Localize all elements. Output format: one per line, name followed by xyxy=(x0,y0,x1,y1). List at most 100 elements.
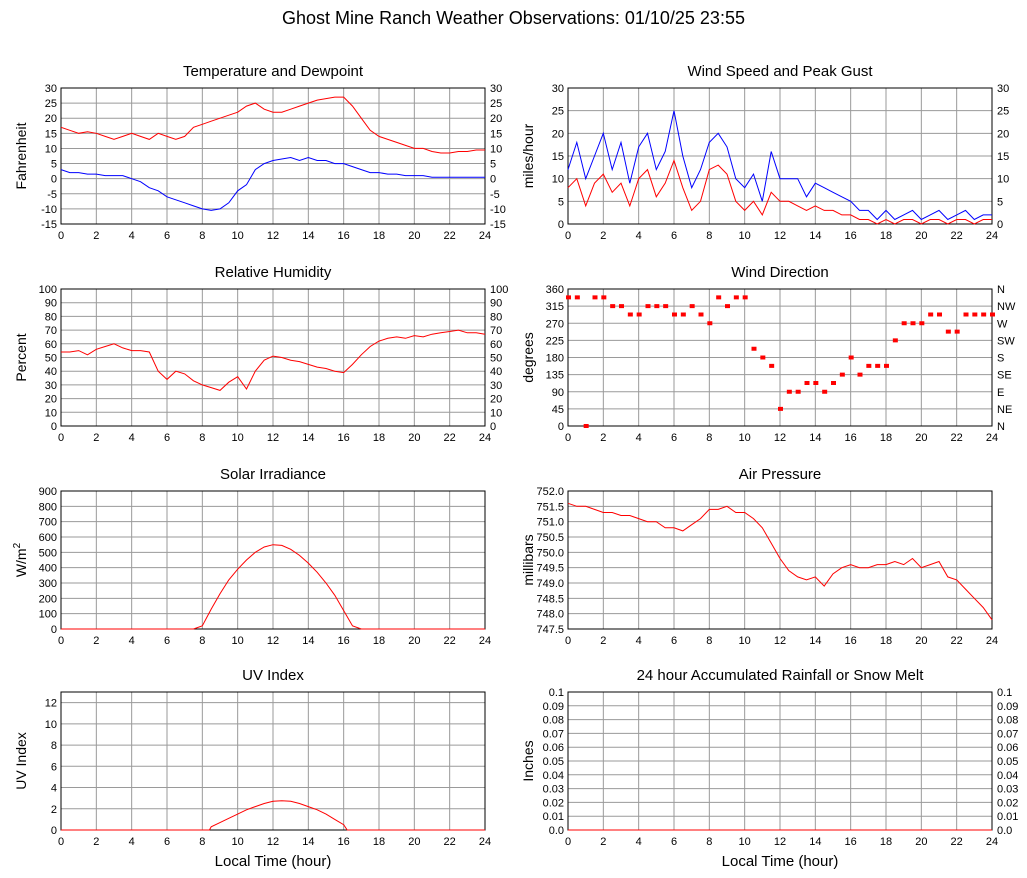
series-line-0 xyxy=(567,110,992,221)
x-axis-label: Local Time (hour) xyxy=(722,853,839,870)
x-tick-label: 6 xyxy=(164,836,170,848)
y-tick-label: 800 xyxy=(39,501,57,513)
y-tick-label-right: S xyxy=(997,353,1004,365)
y-axis-label: degrees xyxy=(520,332,536,383)
y-tick-label: 225 xyxy=(546,335,564,347)
data-point xyxy=(742,295,748,300)
x-tick-label: 12 xyxy=(267,836,279,848)
y-tick-label: 70 xyxy=(45,325,57,337)
data-point xyxy=(990,312,995,317)
y-tick-label: 0.06 xyxy=(543,742,564,754)
x-tick-label: 6 xyxy=(671,836,677,848)
y-tick-label-right: 90 xyxy=(490,298,502,310)
x-tick-label: 10 xyxy=(232,635,244,647)
x-tick-label: 8 xyxy=(706,432,712,444)
y-tick-label: 752.0 xyxy=(536,486,564,498)
y-tick-label: 0.09 xyxy=(543,701,564,713)
y-tick-label-right: SW xyxy=(997,335,1015,347)
data-point xyxy=(981,312,987,317)
y-tick-label-right: 40 xyxy=(490,366,502,378)
x-tick-label: 8 xyxy=(706,836,712,848)
x-tick-label: 0 xyxy=(565,432,571,444)
x-tick-label: 4 xyxy=(636,432,642,444)
chart-title: Temperature and Dewpoint xyxy=(183,63,364,80)
x-tick-label: 14 xyxy=(809,230,821,242)
x-tick-label: 0 xyxy=(565,635,571,647)
y-tick-label: 0.07 xyxy=(543,728,564,740)
y-tick-label: 15 xyxy=(552,151,564,163)
x-tick-label: 8 xyxy=(199,432,205,444)
y-tick-label: 100 xyxy=(39,609,57,621)
x-tick-label: 6 xyxy=(164,432,170,444)
data-point xyxy=(857,372,863,377)
y-tick-label-right: NE xyxy=(997,404,1012,416)
x-tick-label: 16 xyxy=(845,635,857,647)
chart-title: 24 hour Accumulated Rainfall or Snow Mel… xyxy=(637,667,925,684)
x-tick-label: 18 xyxy=(880,432,892,444)
x-tick-label: 16 xyxy=(338,635,350,647)
data-point xyxy=(804,380,810,385)
y-tick-label-right: 100 xyxy=(490,284,508,296)
x-tick-label: 0 xyxy=(565,230,571,242)
y-tick-label: 751.0 xyxy=(536,517,564,529)
x-tick-label: 2 xyxy=(600,230,606,242)
x-tick-label: 2 xyxy=(600,836,606,848)
data-point xyxy=(795,389,801,394)
y-tick-label: 0 xyxy=(51,421,57,433)
y-tick-label: 0 xyxy=(558,421,564,433)
data-point xyxy=(610,304,616,309)
x-tick-label: 6 xyxy=(671,635,677,647)
y-tick-label-right: 20 xyxy=(490,113,502,125)
y-tick-label-right: 60 xyxy=(490,339,502,351)
plot-frame xyxy=(567,87,993,225)
x-tick-label: 24 xyxy=(479,635,491,647)
x-tick-label: 6 xyxy=(671,230,677,242)
x-tick-label: 20 xyxy=(915,230,927,242)
data-point xyxy=(672,312,677,317)
y-tick-label: 0.02 xyxy=(543,797,564,809)
x-tick-label: 12 xyxy=(774,836,786,848)
x-tick-label: 6 xyxy=(164,230,170,242)
data-point xyxy=(875,363,881,368)
x-tick-label: 8 xyxy=(706,635,712,647)
x-tick-label: 2 xyxy=(600,635,606,647)
chart-title: Air Pressure xyxy=(739,466,822,483)
y-tick-label-right: 5 xyxy=(490,159,496,171)
y-tick-label: 0.04 xyxy=(543,770,564,782)
y-axis-label: Inches xyxy=(520,740,536,781)
y-tick-label-right: 0.06 xyxy=(997,742,1018,754)
x-tick-label: 0 xyxy=(565,836,571,848)
y-tick-label-right: 0 xyxy=(490,421,496,433)
data-point xyxy=(813,380,819,385)
x-tick-label: 18 xyxy=(880,230,892,242)
y-tick-label-right: 0.09 xyxy=(997,701,1018,713)
y-axis-label: Fahrenheit xyxy=(13,122,29,189)
y-tick-label: 180 xyxy=(546,353,564,365)
x-tick-label: 4 xyxy=(129,230,135,242)
y-tick-label: 20 xyxy=(45,394,57,406)
y-tick-label: 900 xyxy=(39,486,57,498)
x-tick-label: 10 xyxy=(232,230,244,242)
y-tick-label: 10 xyxy=(552,174,564,186)
y-tick-label: 5 xyxy=(51,159,57,171)
data-point xyxy=(716,295,722,300)
y-tick-label-right: N xyxy=(997,284,1005,296)
y-tick-label: -10 xyxy=(41,204,57,216)
x-tick-label: 20 xyxy=(915,836,927,848)
x-tick-label: 14 xyxy=(302,635,314,647)
x-tick-label: 16 xyxy=(338,230,350,242)
x-tick-label: 8 xyxy=(199,836,205,848)
y-tick-label: 30 xyxy=(552,83,564,95)
chart-title: Wind Direction xyxy=(731,264,829,281)
data-point xyxy=(654,304,660,309)
x-tick-label: 16 xyxy=(338,432,350,444)
y-tick-label: 0 xyxy=(51,825,57,837)
y-tick-label: 90 xyxy=(45,298,57,310)
y-axis-label: UV Index xyxy=(13,732,29,790)
chart-title: Solar Irradiance xyxy=(220,466,326,483)
y-tick-label-right: 20 xyxy=(490,394,502,406)
